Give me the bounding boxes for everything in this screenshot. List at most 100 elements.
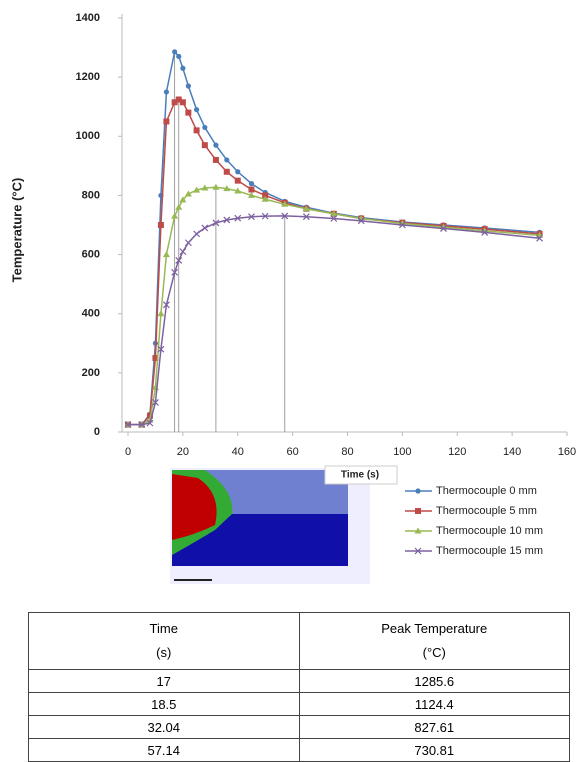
legend-label: Thermocouple 0 mm xyxy=(436,485,537,497)
legend-marker xyxy=(415,488,421,494)
marker xyxy=(248,213,255,221)
y-axis-title: Temperature (°C) xyxy=(9,178,24,283)
table: Time (s) Peak Temperature (°C) 17 1285.6 18.… xyxy=(28,612,570,762)
legend-marker xyxy=(415,508,421,514)
marker xyxy=(171,99,178,106)
marker xyxy=(163,118,170,125)
marker xyxy=(281,212,289,220)
marker xyxy=(261,195,269,202)
series xyxy=(125,49,543,428)
marker xyxy=(481,228,489,236)
marker xyxy=(213,142,219,148)
marker xyxy=(261,212,269,220)
table-cell: 57.14 xyxy=(28,738,300,762)
marker xyxy=(223,216,231,224)
marker xyxy=(175,257,183,264)
x-title-box xyxy=(324,465,398,485)
marker xyxy=(302,205,310,212)
x-axis-title: Time (s) xyxy=(341,470,379,481)
marker xyxy=(193,186,201,193)
marker xyxy=(247,191,255,198)
x-tick-label: 40 xyxy=(232,446,244,458)
x-tick-label: 80 xyxy=(341,446,353,458)
marker xyxy=(163,89,170,95)
table-cell: 827.61 xyxy=(298,715,570,739)
legend-marker xyxy=(414,527,422,534)
table-row: 18.5 1124.4 xyxy=(28,692,570,716)
series-line xyxy=(128,98,540,426)
marker xyxy=(330,210,338,217)
table-row: 17 1285.6 xyxy=(28,669,570,693)
marker xyxy=(357,217,365,225)
marker xyxy=(223,185,231,192)
marker xyxy=(248,186,255,193)
marker xyxy=(157,222,164,228)
table-cell: 1124.4 xyxy=(298,692,570,716)
y-tick-label: 400 xyxy=(82,308,100,320)
marker xyxy=(162,301,170,309)
x-tick-label: 60 xyxy=(287,446,299,458)
x-tick-label: 140 xyxy=(503,446,521,458)
marker xyxy=(224,157,230,163)
x-tick-label: 120 xyxy=(448,446,466,458)
chart: Temperature (°C) Time (s) 02004006008001… xyxy=(9,12,576,584)
marker xyxy=(146,419,154,427)
marker xyxy=(184,239,192,247)
marker xyxy=(223,168,230,175)
marker xyxy=(234,214,242,222)
header-text: Time xyxy=(149,621,178,636)
marker xyxy=(179,99,186,106)
marker xyxy=(398,221,406,229)
header-text: Peak Temperature xyxy=(381,621,488,636)
marker xyxy=(193,230,201,238)
y-tick-label: 200 xyxy=(82,367,100,379)
marker xyxy=(201,142,208,149)
marker xyxy=(171,268,179,276)
inset-melt xyxy=(172,474,217,540)
legend-marker xyxy=(414,547,422,555)
marker xyxy=(201,224,209,232)
marker xyxy=(212,183,220,190)
table-cell: 730.81 xyxy=(298,738,570,762)
marker xyxy=(302,213,310,221)
marker xyxy=(157,310,165,317)
marker xyxy=(180,65,186,71)
marker xyxy=(172,49,178,55)
table-cell: 32.04 xyxy=(28,715,300,739)
marker xyxy=(152,355,159,362)
y-tick-label: 800 xyxy=(82,189,100,201)
marker xyxy=(171,212,179,219)
marker xyxy=(234,187,242,194)
y-tick-label: 1000 xyxy=(76,130,100,142)
header-unit: (s) xyxy=(156,645,172,660)
marker xyxy=(262,192,269,199)
header-cell: Peak Temperature (°C) xyxy=(298,612,570,670)
marker xyxy=(202,124,208,131)
legend: Thermocouple 0 mm Thermocouple 5 mm Thermo… xyxy=(405,485,543,557)
marker xyxy=(235,169,241,175)
x-tick-label: 20 xyxy=(177,446,189,458)
series xyxy=(124,183,544,428)
marker xyxy=(234,177,241,184)
marker xyxy=(201,184,209,191)
table-cell: 17 xyxy=(28,669,300,693)
marker xyxy=(193,127,200,134)
marker xyxy=(330,215,338,222)
series-line xyxy=(128,50,540,426)
marker xyxy=(185,109,192,116)
table-cell: 1285.6 xyxy=(298,669,570,693)
marker xyxy=(175,96,182,103)
table-cell: 18.5 xyxy=(28,692,300,716)
marker xyxy=(176,53,182,60)
x-tick-label: 160 xyxy=(558,446,576,458)
table-row: 32.04 827.61 xyxy=(28,715,570,739)
marker xyxy=(248,181,255,187)
marker xyxy=(536,234,543,242)
marker xyxy=(138,421,146,429)
legend-label: Thermocouple 10 mm xyxy=(436,525,543,537)
y-tick-label: 0 xyxy=(94,426,100,438)
marker xyxy=(212,219,220,227)
marker xyxy=(157,345,165,353)
marker xyxy=(179,196,187,203)
